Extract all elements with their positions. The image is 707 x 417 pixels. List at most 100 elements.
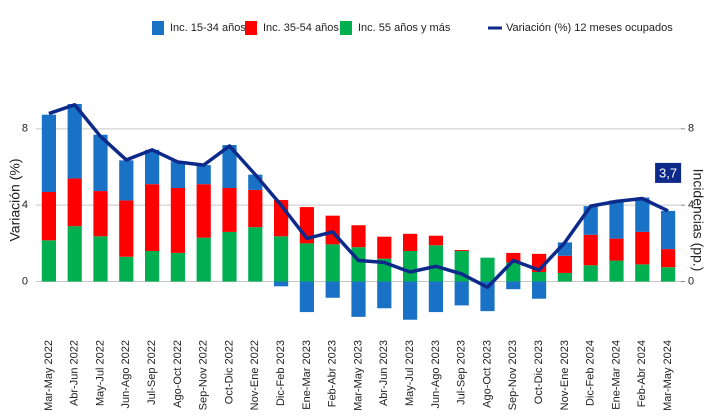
x-tick-label: Jul-Sep 2022 [146, 340, 158, 405]
x-tick-label: Nov-Ene 2022 [249, 340, 261, 410]
bar [635, 197, 650, 232]
bar [222, 231, 237, 282]
bar [454, 281, 469, 306]
y-axis-title: Variación (%) [7, 159, 23, 242]
legend-swatch [152, 21, 164, 35]
x-tick-label: Abr-Jun 2022 [69, 340, 81, 406]
bar [557, 255, 572, 273]
bar [222, 188, 237, 232]
x-tick-label: Ene-Mar 2023 [301, 340, 313, 410]
bar [274, 281, 289, 287]
bar [41, 240, 56, 282]
value-label: 3,7 [659, 165, 677, 180]
bar [145, 251, 160, 282]
bar [119, 256, 134, 282]
bar [41, 114, 56, 193]
x-tick-label: Dic-Feb 2023 [275, 340, 287, 406]
bar [532, 281, 547, 299]
bar [403, 233, 418, 251]
x-tick-label: Mar-May 2023 [352, 340, 364, 411]
bar [170, 188, 185, 253]
x-tick-label: May-Jul 2023 [404, 340, 416, 406]
bar [428, 281, 443, 313]
y-tick-label: 0 [22, 275, 28, 287]
bar [67, 104, 82, 179]
x-tick-label: Sep-Nov 2023 [507, 340, 519, 410]
bar [377, 236, 392, 259]
y2-tick-label: 4 [688, 199, 694, 211]
bar [299, 243, 314, 282]
x-tick-label: Ago-Oct 2023 [481, 340, 493, 408]
y2-tick-label: 8 [688, 123, 694, 135]
y-tick-label: 8 [22, 123, 28, 135]
bar [93, 134, 108, 192]
bar [325, 281, 340, 298]
bar [351, 225, 366, 248]
bar [428, 235, 443, 246]
bar [635, 231, 650, 265]
legend-label: Inc. 55 años y más [358, 22, 451, 34]
bar [583, 234, 598, 266]
bar [93, 191, 108, 237]
bar [609, 260, 624, 282]
x-tick-label: Ago-Oct 2022 [172, 340, 184, 408]
x-tick-label: Mar-May 2022 [43, 340, 55, 411]
x-tick-label: Jun-Ago 2023 [430, 340, 442, 409]
bar [557, 272, 572, 282]
bar [609, 238, 624, 261]
x-tick-label: Ene-Mar 2024 [610, 340, 622, 410]
bar [661, 249, 676, 268]
x-tick-label: Oct-Dic 2022 [223, 340, 235, 404]
bar [41, 192, 56, 241]
x-tick-label: Nov-Ene 2023 [559, 340, 571, 410]
x-tick-label: Dic-Feb 2024 [585, 340, 597, 406]
x-tick-label: Feb-Abr 2024 [636, 340, 648, 407]
bar [480, 281, 495, 312]
bar [506, 281, 521, 290]
bar [583, 265, 598, 282]
bar [170, 161, 185, 188]
bar [93, 236, 108, 282]
bar [454, 250, 469, 251]
x-tick-label: Mar-May 2024 [662, 340, 674, 411]
bar [403, 251, 418, 282]
bar [351, 281, 366, 317]
bar [170, 252, 185, 282]
y2-tick-label: 0 [688, 275, 694, 287]
x-tick-label: Feb-Abr 2023 [327, 340, 339, 407]
bar [222, 145, 237, 188]
bar [377, 281, 392, 309]
bar [67, 178, 82, 227]
bar [196, 165, 211, 185]
bar [661, 267, 676, 282]
x-tick-label: May-Jul 2022 [94, 340, 106, 406]
bar [196, 184, 211, 238]
bar [248, 227, 263, 282]
legend-swatch [245, 21, 257, 35]
bar [609, 200, 624, 239]
x-tick-label: Sep-Nov 2022 [198, 340, 210, 410]
value-label-box [655, 162, 682, 183]
y2-axis-title: Incidencias (pp.) [690, 169, 706, 272]
bar [248, 189, 263, 228]
bar [67, 226, 82, 282]
bar [532, 272, 547, 282]
bar [119, 200, 134, 257]
x-tick-label: Jun-Ago 2022 [120, 340, 132, 409]
y-tick-label: 4 [22, 199, 28, 211]
bar [274, 236, 289, 282]
legend-swatch [340, 21, 352, 35]
legend-label: Variación (%) 12 meses ocupados [506, 22, 673, 34]
bar [428, 245, 443, 282]
bar [299, 281, 314, 313]
bar [480, 257, 495, 282]
bar [119, 160, 134, 201]
x-tick-label: Abr-Jun 2023 [378, 340, 390, 406]
legend-label: Inc. 15-34 años [170, 22, 246, 34]
bar [145, 184, 160, 251]
line [48, 103, 669, 290]
x-tick-label: Jul-Sep 2023 [456, 340, 468, 405]
bar [196, 237, 211, 282]
